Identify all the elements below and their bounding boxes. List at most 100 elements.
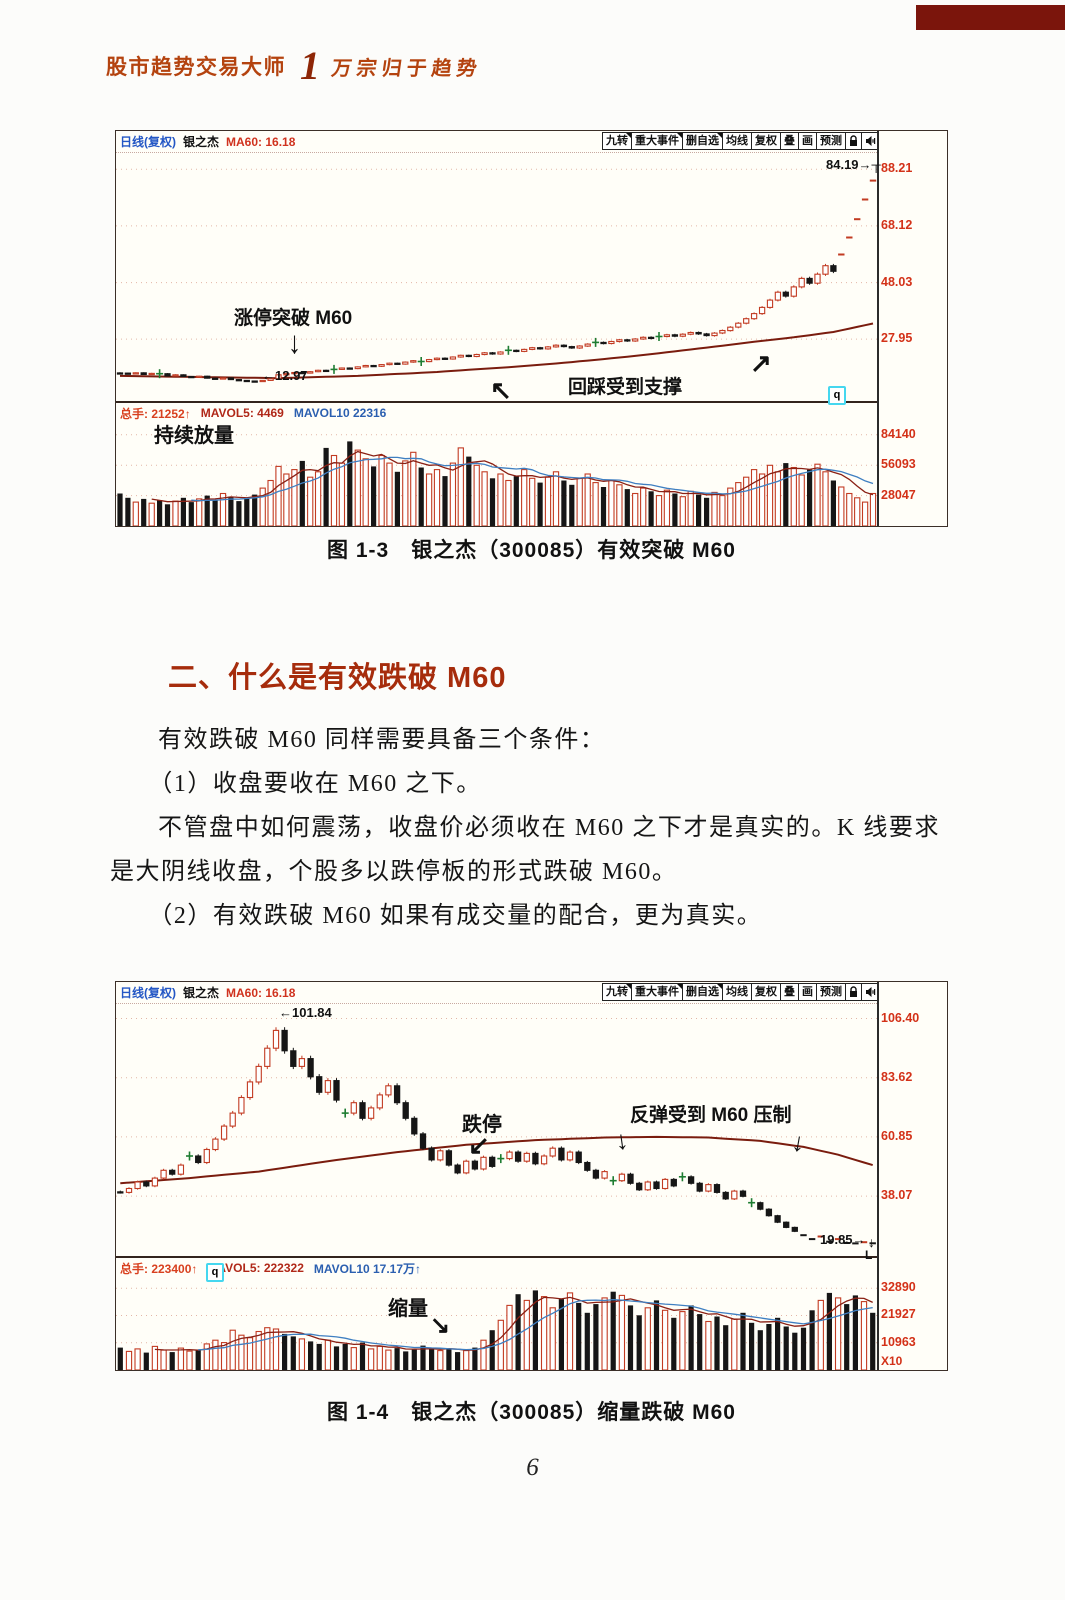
chart-period-label: 日线(复权) xyxy=(120,135,176,149)
arrow-up-left-icon: ↖ xyxy=(490,375,512,405)
price-axis-label: 48.03 xyxy=(881,275,913,289)
annotation-pullback-support: 回踩受到支撑 xyxy=(568,377,683,398)
figure1-caption: 图 1-3 银之杰（300085）有效突破 M60 xyxy=(327,539,736,562)
chart-stock-name: 银之杰 xyxy=(183,135,220,149)
stock-chart-figure-1: 日线(复权) 银之杰 MA60: 16.18 九转 重大事件 删自选 均线 复权叠画预测… xyxy=(115,130,948,527)
chart-toolbar: 九转 重大事件 删自选 均线 复权叠画预测 xyxy=(602,983,895,1001)
paragraph: 不管盘中如何震荡，收盘价必须收在 M60 之下才是真实的。K 线要求是大阴线收盘… xyxy=(110,815,940,885)
chart-toolbar-button[interactable]: 预测 xyxy=(816,983,846,1001)
price-axis-label: 106.40 xyxy=(881,1011,920,1025)
annotation-limit-up-breakout: 涨停突破 M60 xyxy=(234,308,353,329)
lock-icon[interactable] xyxy=(845,983,862,1001)
paragraph: （1）收盘要收在 M60 之下。 xyxy=(148,771,482,797)
annotation-limit-down: 跌停 xyxy=(462,1114,502,1136)
arrow-up-right-icon: ↗ xyxy=(750,348,772,378)
chart-ma60-value: MA60: 16.18 xyxy=(226,134,296,149)
price-axis-column: 106.40 83.62 60.85 38.07 32890 21927 10963 X10 xyxy=(877,982,947,1370)
volume-indicator-label: 总手: 223400↑ xyxy=(120,1261,198,1276)
high-price-value: 84.19 xyxy=(826,157,859,172)
volume-indicator-label: MAVOL5: 222322 xyxy=(207,1261,304,1275)
volume-axis-label: 10963 xyxy=(881,1335,916,1349)
pane-divider xyxy=(116,1256,877,1258)
chart-toolbar-button[interactable]: 删自选 xyxy=(682,132,723,150)
volume-indicator-label: 总手: 21252↑ xyxy=(120,406,191,421)
chart-toolbar-button[interactable]: 九转 xyxy=(602,132,632,150)
volume-header: 总手: 21252↑ MAVOL5: 4469 MAVOL10 22316 xyxy=(116,403,947,423)
arrow-down-right-icon: ↘ xyxy=(430,1312,451,1339)
chart-stock-name: 银之杰 xyxy=(183,986,220,1000)
annotation-peak-price: ←101.84 xyxy=(279,1005,332,1020)
chart-toolbar-button[interactable]: 复权 xyxy=(751,983,781,1001)
chart-ma60-value: MA60: 16.18 xyxy=(226,985,296,1000)
volume-axis-label: 28047 xyxy=(881,488,916,502)
low-price-value: 12.97 xyxy=(275,368,308,383)
book-volume-number: 1 xyxy=(300,43,320,88)
low-flag-marker: L xyxy=(865,1248,873,1262)
gift-badge[interactable]: q xyxy=(206,1263,224,1282)
arrow-right-icon: → xyxy=(852,1232,866,1247)
gift-badge[interactable]: q xyxy=(828,386,846,405)
volume-axis-label: 32890 xyxy=(881,1280,916,1294)
chart-toolbar-button[interactable]: 均线 xyxy=(722,983,752,1001)
price-pane-chart xyxy=(116,168,877,383)
chart-toolbar-button[interactable]: 复权 xyxy=(751,132,781,150)
stock-chart-figure-2: 日线(复权) 银之杰 MA60: 16.18 九转 重大事件 删自选 均线 复权叠画预测… xyxy=(115,981,948,1371)
peak-price-value: 101.84 xyxy=(292,1005,332,1020)
volume-axis-unit: X10 xyxy=(881,1354,903,1368)
book-title: 股市趋势交易大师 xyxy=(106,56,286,79)
chart-toolbar-button[interactable]: 均线 xyxy=(722,132,752,150)
annotation-volume-shrinking: 缩量 xyxy=(388,1298,428,1320)
price-axis-label: 88.21 xyxy=(881,161,913,175)
chart-toolbar-button[interactable]: 重大事件 xyxy=(631,132,683,150)
price-axis-column: 88.21 68.12 48.03 27.95 84140 56093 28047 xyxy=(877,131,947,526)
annotation-low-price: 19.85→ xyxy=(820,1232,866,1247)
book-header: 股市趋势交易大师 1 万宗归于趋势 xyxy=(106,43,484,88)
price-marker-icon: →┬ xyxy=(858,157,881,172)
volume-pane-chart xyxy=(116,434,877,526)
arrow-down-icon: ↓ xyxy=(288,324,301,360)
price-pane-chart xyxy=(116,1018,877,1245)
volume-axis-label: 56093 xyxy=(881,457,916,471)
price-axis-label: 68.12 xyxy=(881,218,913,232)
chart-toolbar-button[interactable]: 画 xyxy=(798,983,817,1001)
page-corner-red-bar xyxy=(916,5,1065,30)
chart-toolbar-button[interactable]: 叠 xyxy=(780,983,799,1001)
chart-header: 日线(复权) 银之杰 MA60: 16.18 九转 重大事件 删自选 均线 复权叠画预测 xyxy=(116,982,947,1004)
price-axis-label: 83.62 xyxy=(881,1070,913,1084)
chart-header: 日线(复权) 银之杰 MA60: 16.18 九转 重大事件 删自选 均线 复权叠画预测 xyxy=(116,131,947,153)
volume-header: 总手: 223400↑ MAVOL5: 222322 MAVOL10 17.17万↑ xyxy=(116,1258,947,1278)
annotation-rebound-suppressed: 反弹受到 M60 压制 xyxy=(630,1105,792,1126)
volume-axis-label: 84140 xyxy=(881,427,916,441)
volume-indicator-label: MAVOL10 17.17万↑ xyxy=(313,1261,422,1276)
volume-indicator-label: MAVOL10 22316 xyxy=(293,406,387,420)
arrow-left-icon: ← xyxy=(279,1005,292,1020)
paragraph: （2）有效跌破 M60 如果有成交量的配合，更为真实。 xyxy=(148,903,763,929)
price-axis-label: 60.85 xyxy=(881,1129,913,1143)
volume-indicator-label: MAVOL5: 4469 xyxy=(200,406,284,420)
volume-axis-label: 21927 xyxy=(881,1307,916,1321)
price-axis-label: 38.07 xyxy=(881,1188,913,1202)
chart-toolbar-button[interactable]: 重大事件 xyxy=(631,983,683,1001)
chart-toolbar-button[interactable]: 删自选 xyxy=(682,983,723,1001)
chart-period-label: 日线(复权) xyxy=(120,986,176,1000)
low-price-value: 19.85 xyxy=(820,1232,853,1247)
chart-toolbar-button[interactable]: 叠 xyxy=(780,132,799,150)
section-heading: 二、什么是有效跌破 M60 xyxy=(168,662,507,694)
price-axis-label: 27.95 xyxy=(881,331,913,345)
annotation-high-price: 84.19→┬ xyxy=(826,157,881,172)
paragraph: 有效跌破 M60 同样需要具备三个条件： xyxy=(158,727,606,753)
book-subtitle: 万宗归于趋势 xyxy=(330,57,484,80)
chart-toolbar: 九转 重大事件 删自选 均线 复权叠画预测 xyxy=(602,132,895,150)
arrow-down-icon: ↓ xyxy=(868,1234,875,1250)
page-number: 6 xyxy=(526,1454,539,1481)
chart-toolbar-button[interactable]: 预测 xyxy=(816,132,846,150)
annotation-low-price: ←12.97 xyxy=(262,368,308,383)
annotation-volume-expanding: 持续放量 xyxy=(154,425,234,447)
arrow-left-icon: ← xyxy=(262,368,275,383)
lock-icon[interactable] xyxy=(845,132,862,150)
volume-pane-chart xyxy=(116,1287,877,1370)
arrow-down-left-icon: ↙ xyxy=(468,1130,490,1160)
chart-toolbar-button[interactable]: 九转 xyxy=(602,983,632,1001)
chart-toolbar-button[interactable]: 画 xyxy=(798,132,817,150)
body-text: 有效跌破 M60 同样需要具备三个条件： （1）收盘要收在 M60 之下。 不管… xyxy=(110,718,940,938)
